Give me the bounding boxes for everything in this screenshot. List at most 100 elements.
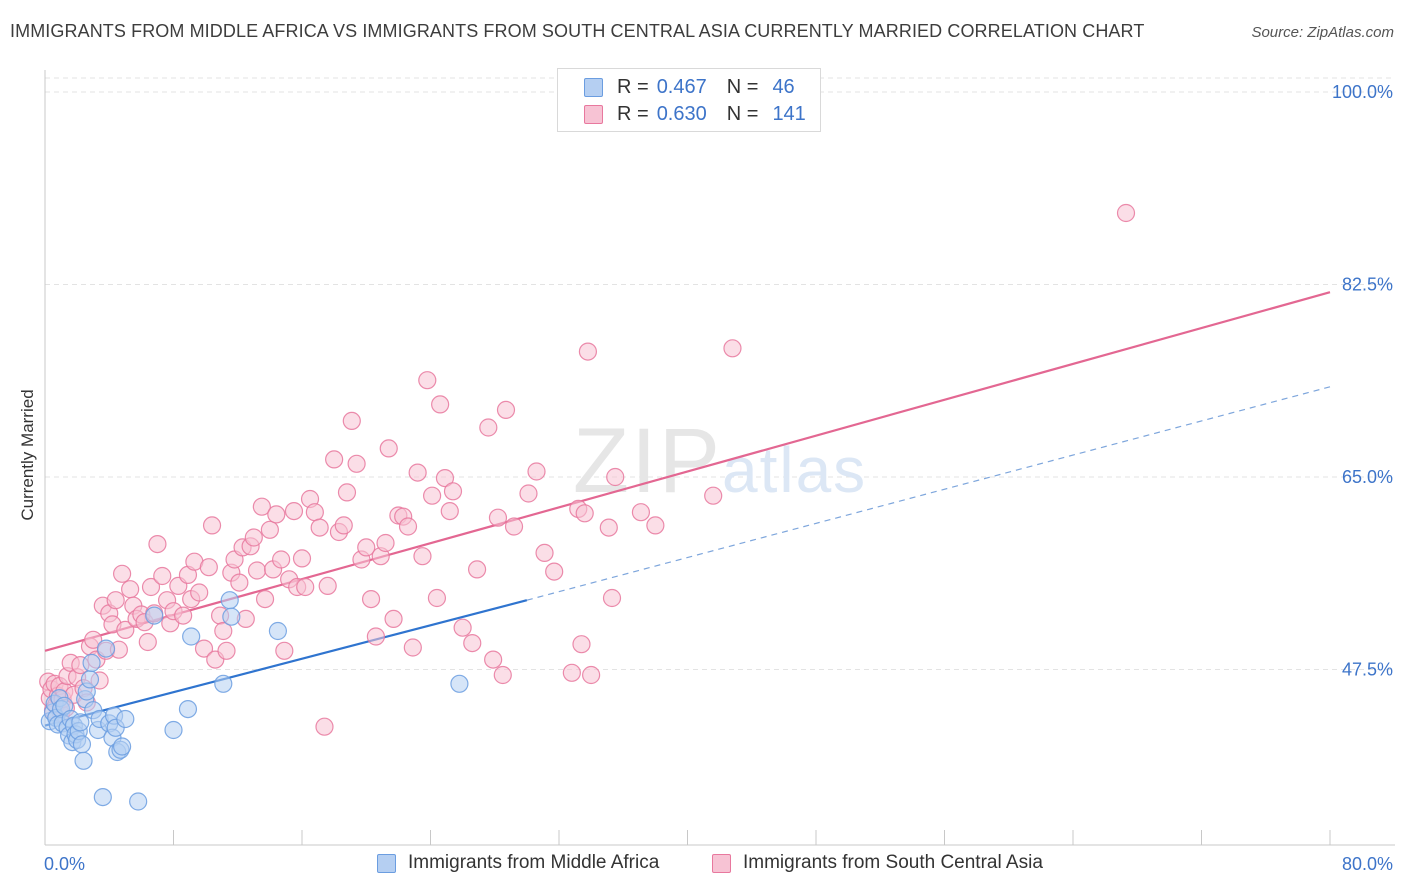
tick-labels: 47.5% 65.0% 82.5% 100.0% 0.0% 80.0% <box>44 82 1393 874</box>
data-point <box>96 639 116 658</box>
data-point <box>72 735 92 754</box>
data-point <box>527 462 546 481</box>
data-point <box>116 620 135 640</box>
data-point <box>463 633 482 653</box>
data-point <box>723 339 742 358</box>
trend-line-middle-africa <box>44 599 528 727</box>
series-swatch-blue <box>377 853 396 873</box>
watermark: ZIPatlas <box>573 410 867 512</box>
data-point <box>292 549 312 568</box>
legend-row-south-central-asia: R = 0.630 N = 141 <box>558 101 806 127</box>
data-point <box>453 618 472 637</box>
data-point <box>408 463 427 482</box>
data-point <box>247 561 267 580</box>
data-point <box>145 606 164 625</box>
data-point <box>504 517 524 536</box>
data-point <box>164 720 183 740</box>
data-point <box>84 630 103 649</box>
data-point <box>347 454 366 473</box>
data-point <box>217 641 236 660</box>
data-point <box>318 576 337 596</box>
data-point <box>582 665 601 685</box>
data-point <box>138 632 157 652</box>
data-point <box>493 665 512 685</box>
legend-n-label: N = <box>726 75 759 98</box>
data-point <box>129 792 148 811</box>
data-point <box>357 538 376 557</box>
data-point <box>141 577 161 597</box>
legend-swatch-blue <box>584 77 603 97</box>
data-point <box>418 371 437 390</box>
data-point <box>398 517 418 536</box>
data-point <box>435 469 455 488</box>
legend-r-value: 0.467 <box>656 75 707 98</box>
data-point <box>275 641 294 660</box>
series-swatch-pink <box>712 853 731 873</box>
data-point <box>488 508 508 527</box>
data-point <box>268 621 288 641</box>
data-points <box>39 203 1136 811</box>
y-tick-label: 65.0% <box>1342 467 1393 487</box>
data-point <box>296 577 315 597</box>
data-point <box>255 589 275 609</box>
data-point <box>267 505 286 524</box>
data-point <box>202 516 222 535</box>
data-point <box>230 573 249 592</box>
data-point <box>190 583 209 602</box>
data-point <box>484 650 503 669</box>
data-point <box>450 674 469 693</box>
data-point <box>562 663 581 682</box>
legend-n-label: N = <box>726 102 759 125</box>
data-point <box>214 674 233 693</box>
data-point <box>337 483 357 502</box>
data-point <box>106 591 125 610</box>
data-point <box>112 564 132 583</box>
data-point <box>443 482 463 501</box>
series-legend-middle-africa: Immigrants from Middle Africa <box>377 852 659 874</box>
data-point <box>112 737 132 756</box>
data-point <box>646 516 665 535</box>
data-point <box>403 638 422 657</box>
data-point <box>305 503 324 522</box>
data-point <box>310 518 329 537</box>
data-point <box>121 580 140 599</box>
correlation-legend: R = 0.467 N = 46 R = 0.630 N = 141 <box>557 68 821 132</box>
data-point <box>260 520 279 539</box>
legend-r-value: 0.630 <box>656 102 707 125</box>
source-label: Source: ZipAtlas.com <box>1251 24 1394 41</box>
legend-r-label: R = <box>617 102 649 125</box>
data-point <box>74 751 93 770</box>
y-tick-label: 100.0% <box>1332 82 1393 102</box>
y-axis-label: Currently Married <box>18 389 37 520</box>
y-tick-label: 47.5% <box>1342 660 1393 680</box>
data-point <box>315 717 334 736</box>
data-point <box>423 486 442 505</box>
legend-swatch-pink <box>584 104 603 124</box>
data-point <box>272 550 291 569</box>
data-point <box>479 418 498 437</box>
data-point <box>572 635 591 654</box>
data-point <box>496 400 516 419</box>
data-point <box>116 709 135 729</box>
data-point <box>376 533 395 553</box>
data-point <box>427 588 447 608</box>
watermark-atlas: atlas <box>722 434 867 506</box>
data-point <box>71 713 90 732</box>
legend-n-value: 141 <box>772 102 806 125</box>
data-point <box>222 607 241 626</box>
data-point <box>153 566 172 586</box>
trend-line-south-central-asia <box>44 291 1331 652</box>
x-tick-label: 80.0% <box>1342 854 1393 874</box>
data-point <box>244 528 263 547</box>
trend-lines <box>44 291 1331 727</box>
data-point <box>93 787 112 807</box>
chart-title: IMMIGRANTS FROM MIDDLE AFRICA VS IMMIGRA… <box>10 21 1145 41</box>
data-point <box>361 589 381 609</box>
data-point <box>384 609 403 629</box>
data-point <box>379 439 398 458</box>
data-point <box>342 411 361 430</box>
legend-r-label: R = <box>617 75 649 98</box>
data-point <box>1116 203 1136 223</box>
series-name: Immigrants from South Central Asia <box>743 852 1043 873</box>
